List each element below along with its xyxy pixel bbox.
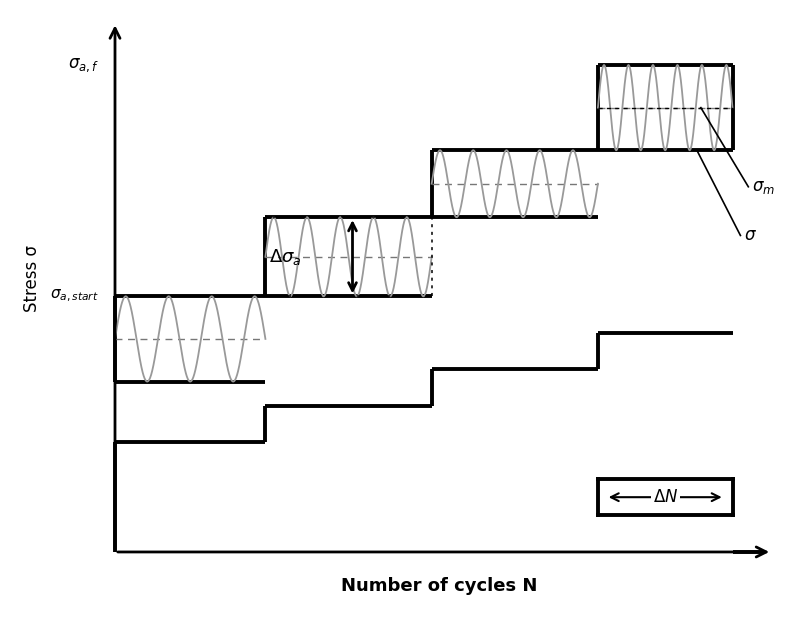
Text: Stress σ: Stress σ [23, 244, 41, 312]
Text: $\sigma_m$: $\sigma_m$ [752, 178, 775, 196]
Text: Number of cycles N: Number of cycles N [342, 576, 538, 595]
Text: $\sigma_{a,f}$: $\sigma_{a,f}$ [68, 56, 99, 74]
Text: $\sigma$: $\sigma$ [744, 226, 758, 244]
Text: $\Delta\sigma_a$: $\Delta\sigma_a$ [269, 247, 302, 267]
Text: $\Delta N$: $\Delta N$ [653, 488, 678, 506]
Text: $\sigma_{a,start}$: $\sigma_{a,start}$ [50, 288, 99, 304]
